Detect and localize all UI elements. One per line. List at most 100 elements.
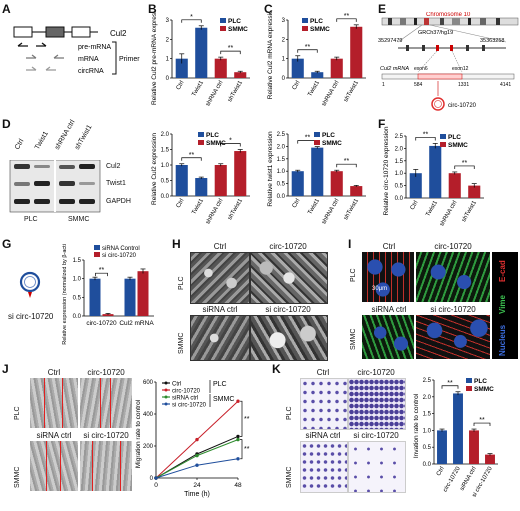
band [414, 18, 417, 25]
bar [124, 278, 136, 316]
y-tick-label: 1.5 [395, 159, 404, 165]
row-label: SMMC [350, 328, 357, 350]
y-tick-label: 2.0 [395, 146, 404, 152]
if-image [362, 315, 414, 359]
bar [409, 173, 422, 198]
row-label: PLC [286, 406, 293, 420]
bar [195, 27, 208, 78]
col-title: circ-10720 [269, 242, 307, 251]
exon [436, 45, 439, 51]
legend-marker [164, 395, 168, 399]
sig-mark: * [229, 138, 232, 145]
y-tick-label: 2 [166, 37, 170, 43]
chromosome-ideogram [381, 17, 519, 26]
bar [214, 165, 227, 196]
coord-start: 35297479 [378, 38, 402, 44]
x-tick-label: 24 [193, 482, 201, 489]
bar [311, 72, 324, 78]
zoom-line [429, 24, 507, 43]
sem-image [250, 315, 328, 361]
stain-label-nucleus: Nucleus [498, 324, 507, 356]
data-point [195, 437, 199, 442]
band [59, 181, 75, 186]
transwell-image [348, 441, 406, 493]
band [400, 18, 406, 25]
panel-letter-i: I [348, 237, 352, 251]
col-title: Ctrl [213, 242, 227, 251]
legend-label: Ctrl [172, 382, 181, 388]
legend-label: siRNA ctrl [172, 396, 198, 402]
sig-bracket [181, 157, 202, 161]
transwell-image [300, 441, 348, 493]
bar [469, 430, 479, 464]
panel-letter-g: G [2, 237, 12, 251]
panel-letter-h: H [172, 237, 181, 251]
exon-box [45, 26, 65, 38]
y-tick-label: 0.0 [73, 314, 82, 320]
x-tick-label: Ctrl [176, 198, 186, 209]
legend-label: PLC [448, 134, 461, 141]
bar [485, 454, 495, 464]
y-tick-label: 1.5 [277, 157, 286, 163]
x-tick-label: shRNA ctrl [205, 80, 224, 108]
legend-swatch [94, 252, 100, 257]
if-image [416, 252, 490, 302]
legend-label: si circ-10720 [102, 253, 137, 259]
legend-label: circ-10720 [172, 389, 201, 395]
y-tick-label: 1.0 [395, 171, 404, 177]
lane-label: Twist1 [33, 130, 50, 151]
legend-swatch [314, 140, 320, 145]
bar [214, 58, 227, 78]
col-title: si circ-10720 [353, 431, 399, 440]
panel-letter-j: J [2, 362, 9, 376]
col-title: siRNA ctrl [36, 431, 72, 440]
legend-label: SMMC [448, 142, 468, 149]
y-tick-label: 0.0 [395, 196, 404, 202]
chart-g: 0.0 0.5 1.0 1.5 Relative expression (normali… [62, 244, 154, 345]
row-label: circRNA [78, 68, 104, 75]
sig-bracket [441, 385, 459, 389]
chart-k: 0.0 0.5 1.0 1.5 2.0 2.5 Invation rate to contr… [413, 378, 498, 498]
bar [291, 171, 304, 196]
y-tick-label: 0.5 [161, 179, 170, 185]
exon12-label: exon12 [452, 66, 469, 72]
legend-label: SMMC [310, 26, 330, 33]
sig-bracket [336, 18, 357, 22]
row-label: SMMC [14, 466, 21, 488]
y-tick-label: 1.0 [73, 277, 82, 283]
col-title: siRNA ctrl [371, 305, 407, 314]
y-tick-label: 1 [282, 57, 286, 63]
legend-label: siRNA Control [102, 246, 140, 252]
x-tick-label: Ctrl [292, 198, 302, 209]
y-tick-label: 0.0 [161, 194, 170, 200]
wound-image [80, 441, 132, 491]
lane-label: Ctrl [13, 138, 26, 151]
group-label: PLC [213, 381, 227, 388]
y-tick-label: 2.5 [423, 378, 432, 384]
band-label: GAPDH [106, 198, 131, 205]
circ-region [417, 73, 463, 80]
panel-letter-c: C [264, 2, 273, 16]
y-axis-label: Relative Cul2 mRNA expression [267, 12, 274, 99]
legend-swatch [198, 132, 204, 137]
data-point [154, 476, 158, 480]
sig-bracket [415, 137, 436, 141]
x-tick-label: shRNA ctrl [321, 198, 340, 226]
gene-name: Cul2 [110, 29, 127, 38]
y-tick-label: 0 [166, 76, 170, 82]
bar [350, 26, 363, 78]
sem-image [250, 252, 328, 304]
y-axis-label: Invation rate to control [413, 393, 420, 458]
sig-bracket [454, 165, 475, 169]
band [14, 164, 30, 169]
legend-swatch [302, 18, 308, 23]
x-tick-label: shRNA ctrl [321, 80, 340, 108]
y-tick-label: 2.5 [277, 132, 286, 138]
y-tick-label: 200 [143, 444, 154, 450]
legend-label: SMMC [228, 26, 248, 33]
band [34, 199, 50, 204]
legend-swatch [302, 26, 308, 31]
y-tick-label: 1.0 [277, 169, 286, 175]
x-tick-label: Twist1 [307, 79, 321, 97]
